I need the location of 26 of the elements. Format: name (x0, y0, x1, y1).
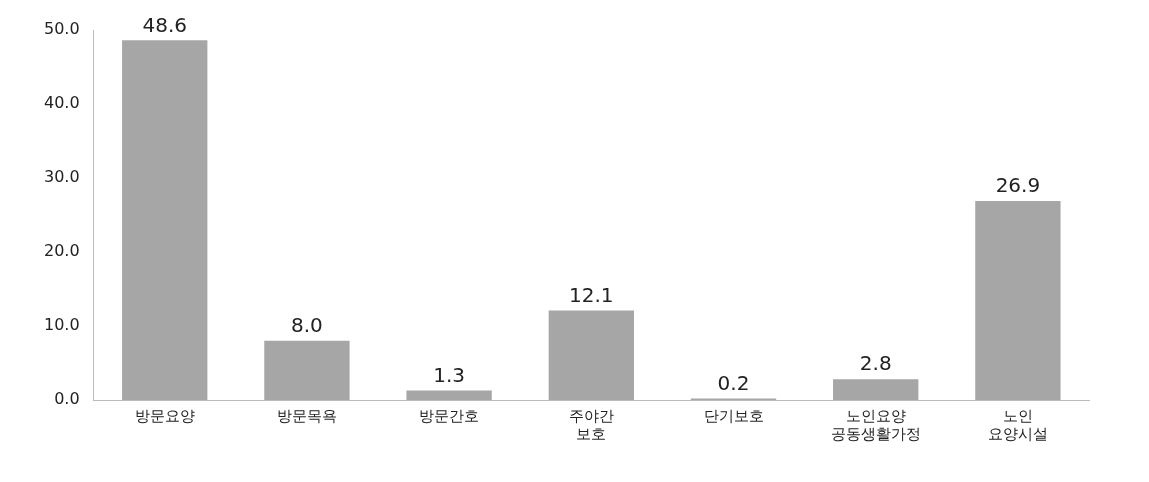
y-tick-label: 50.0 (44, 19, 80, 39)
data-label: 1.3 (433, 362, 466, 387)
x-tick-label: 노인요양 공동생활가정 (830, 406, 921, 443)
bar (264, 340, 350, 400)
x-tick-label: 방문요양 (134, 406, 195, 425)
y-tick-label: 30.0 (44, 167, 80, 187)
x-tick-label: 방문목욕 (276, 406, 337, 425)
x-tick-label: 방문간호 (419, 406, 480, 425)
bar (975, 200, 1061, 400)
x-tick-label: 주야간 보호 (568, 406, 614, 443)
data-label: 2.8 (859, 351, 892, 376)
bar (548, 310, 634, 400)
bar (833, 379, 919, 400)
data-label: 0.2 (717, 370, 750, 395)
y-tick-label: 0.0 (54, 389, 80, 409)
x-tick-label: 단기보호 (703, 406, 764, 425)
data-label: 48.6 (142, 12, 187, 37)
y-tick-label: 10.0 (44, 315, 80, 335)
data-label: 12.1 (569, 282, 614, 307)
bar (122, 40, 208, 400)
y-tick-label: 40.0 (44, 93, 80, 113)
data-label: 8.0 (291, 313, 323, 337)
bar (406, 390, 492, 400)
y-tick-label: 20.0 (44, 241, 80, 261)
data-label: 26.9 (995, 173, 1041, 198)
x-tick-label: 노인 요양시설 (987, 406, 1048, 443)
